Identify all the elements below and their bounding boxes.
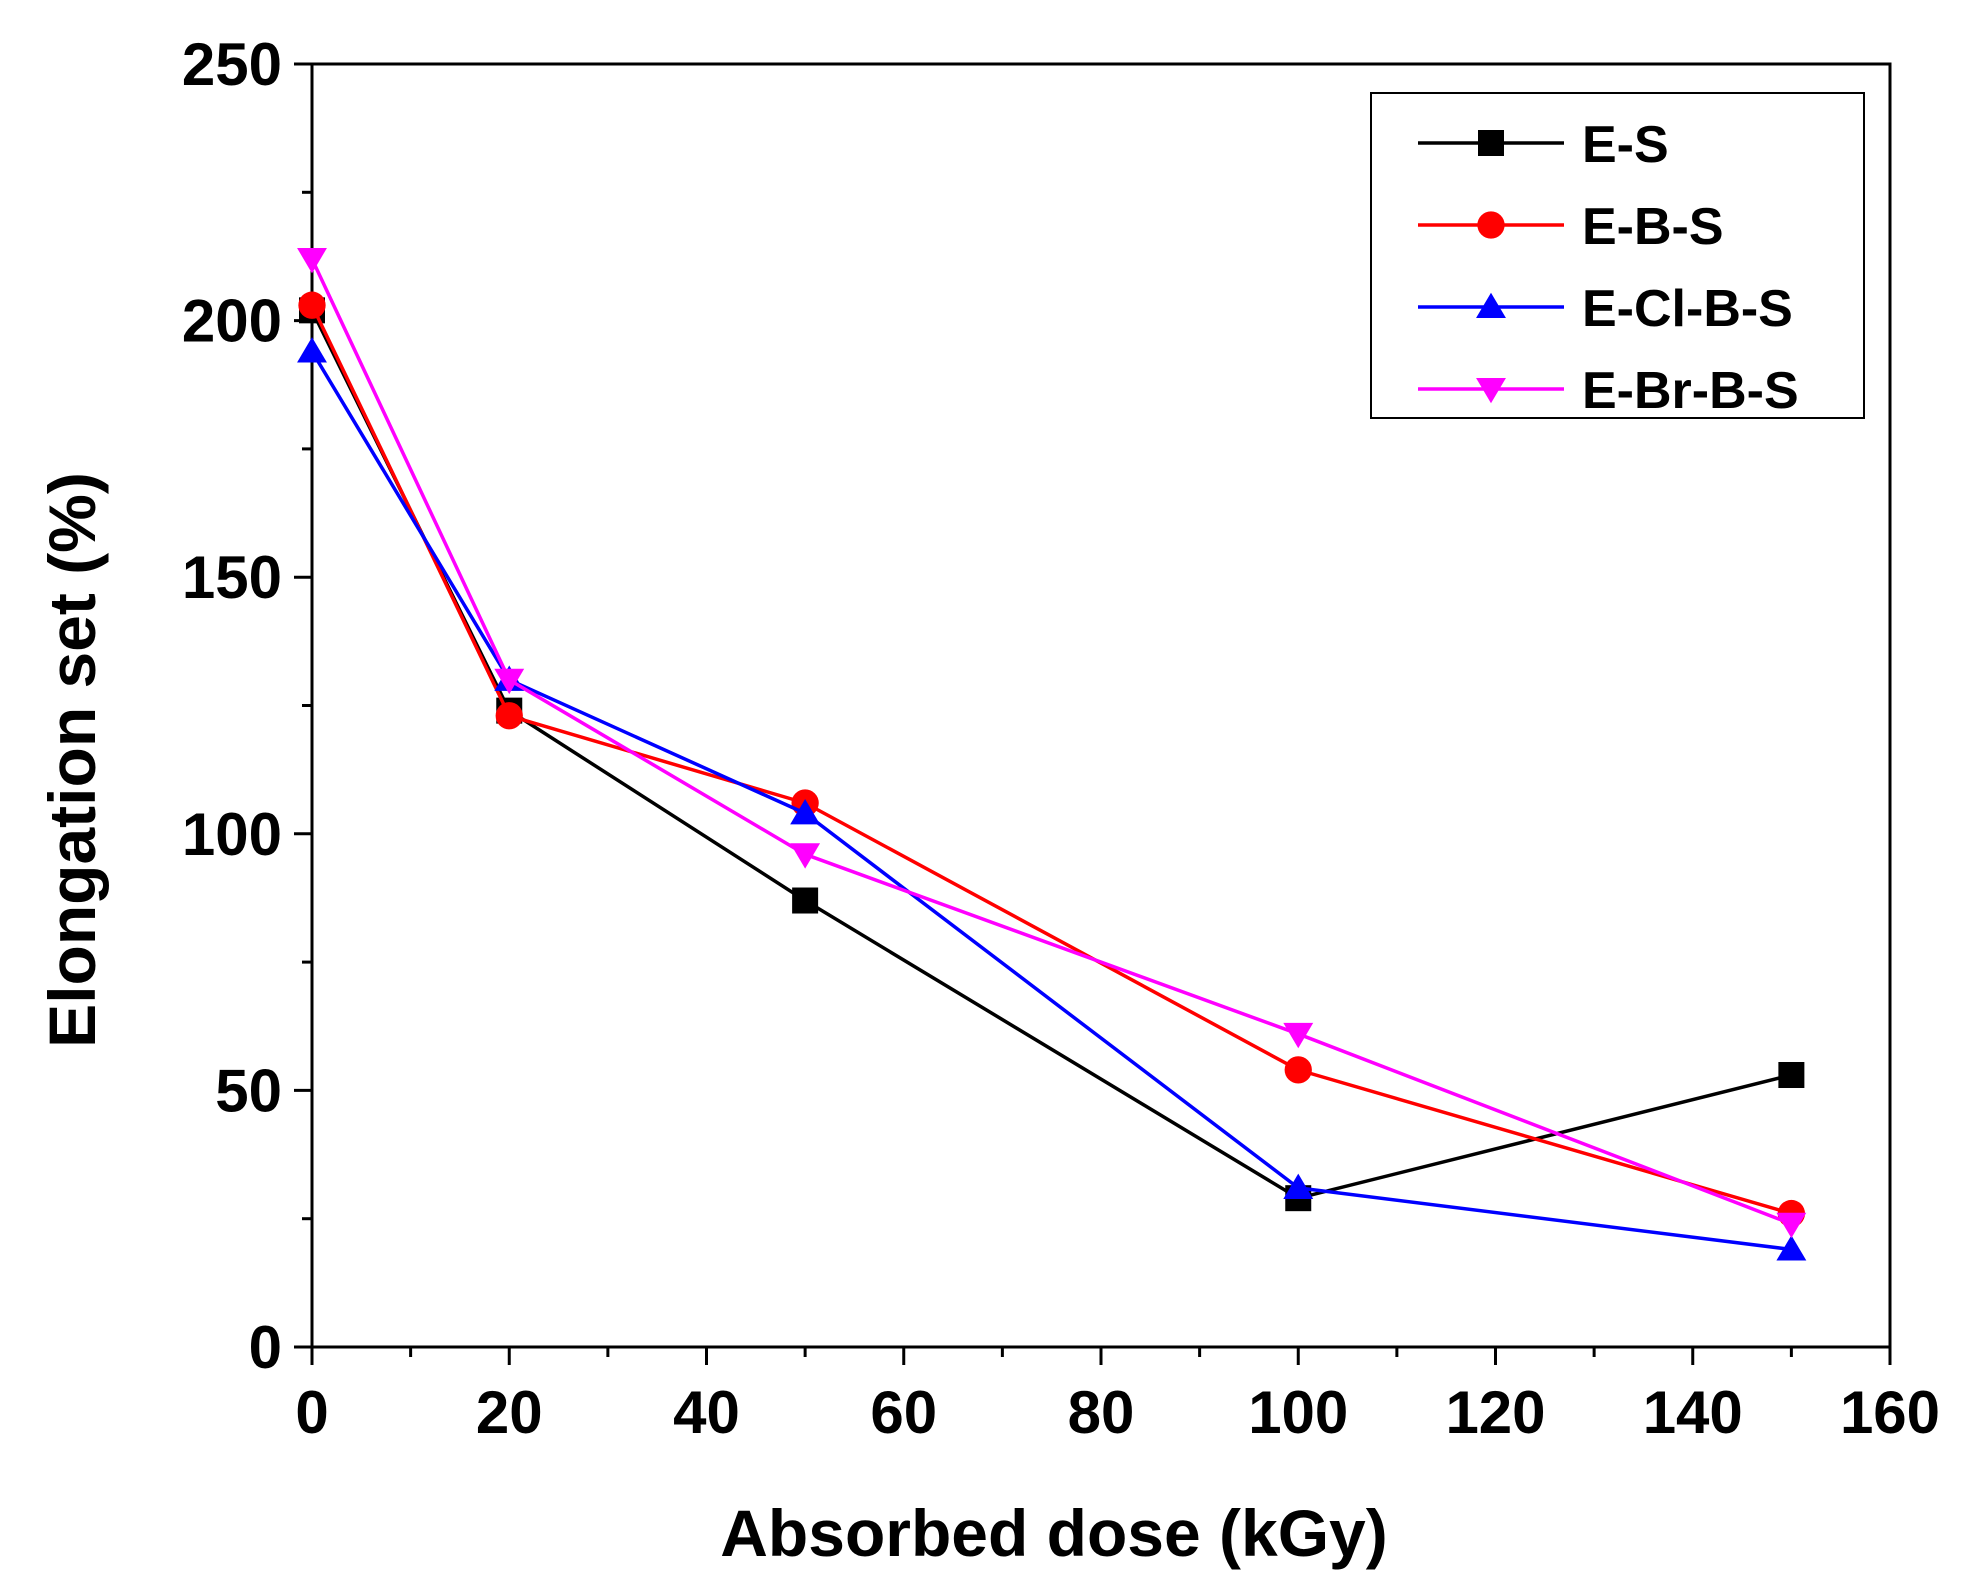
legend-label: E-B-S [1582,198,1724,256]
data-point-2 [1284,1056,1312,1084]
data-point-2 [298,291,326,319]
data-point-3 [297,337,327,363]
x-tick-label: 20 [476,1379,543,1446]
data-point-4 [297,247,327,274]
data-point-4 [790,843,821,869]
plot-area: 0 20 40 60 80 100 120 140 160050100150200250E-SE… [182,31,1940,1446]
y-tick-label: 200 [182,288,282,355]
x-tick-label: 140 [1643,1379,1743,1446]
legend-label: E-S [1582,116,1669,174]
y-tick-label: 100 [182,801,282,868]
legend: E-S E-B-S E-Cl-B-S E-Br-B-S [1370,92,1865,420]
x-tick-label: 40 [673,1379,740,1446]
x-tick-label: 80 [1068,1379,1135,1446]
x-axis-title: Absorbed dose (kGy) [720,1496,1387,1570]
legend-marker [1477,211,1505,239]
legend-marker [1476,292,1506,319]
y-tick-label: 150 [182,544,282,611]
legend-box [1370,92,1865,419]
data-point-1 [792,887,819,914]
legend-marker [1476,377,1506,404]
legend-label: E-Cl-B-S [1582,280,1793,338]
data-point-3 [1776,1235,1807,1261]
legend-marker [1478,130,1504,156]
x-tick-label: 0 [295,1379,328,1446]
y-axis-title: Elongation set (%) [35,472,109,1048]
data-point-2 [495,702,523,730]
x-tick-label: 120 [1445,1379,1545,1446]
x-tick-label: 60 [870,1379,937,1446]
legend-label: E-Br-B-S [1582,362,1799,420]
data-point-4 [494,668,525,695]
data-point-3 [790,798,821,825]
data-point-3 [1283,1173,1314,1199]
y-tick-label: 250 [182,31,282,98]
data-point-1 [1778,1062,1805,1089]
x-tick-label: 100 [1248,1379,1348,1446]
data-point-4 [1283,1022,1314,1049]
data-point-4 [1776,1212,1807,1239]
y-tick-label: 0 [249,1314,282,1381]
y-tick-label: 50 [215,1057,282,1124]
x-tick-label: 160 [1840,1379,1940,1446]
